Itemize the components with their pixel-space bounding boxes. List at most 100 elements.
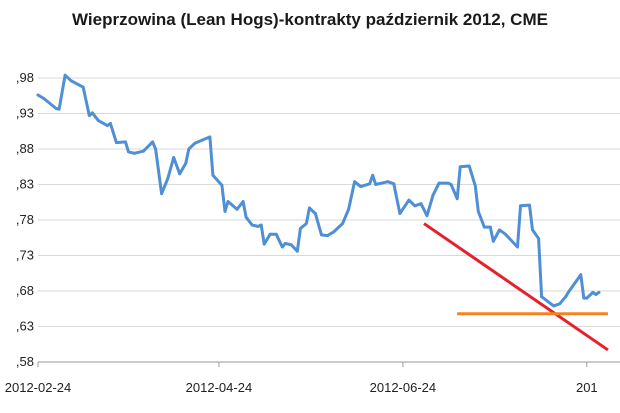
- data-point: [567, 290, 571, 294]
- data-point: [413, 204, 417, 208]
- data-point: [90, 111, 94, 115]
- data-point: [166, 177, 170, 181]
- data-point: [268, 232, 272, 236]
- data-point: [262, 242, 266, 246]
- data-point: [504, 232, 507, 236]
- data-point: [374, 183, 378, 186]
- data-point: [36, 93, 40, 97]
- data-point: [295, 249, 299, 253]
- data-point: [187, 147, 191, 151]
- data-point: [458, 165, 462, 169]
- y-tick-label: ,68: [16, 283, 34, 298]
- data-point: [585, 296, 589, 300]
- data-point: [359, 185, 363, 189]
- data-point: [491, 239, 495, 243]
- y-tick-label: ,88: [16, 141, 34, 156]
- data-point: [419, 202, 423, 206]
- data-point: [280, 245, 284, 249]
- data-point: [597, 291, 601, 294]
- data-point: [256, 225, 260, 228]
- data-point: [398, 212, 402, 216]
- data-point: [109, 122, 112, 125]
- y-tick-label: ,83: [16, 177, 34, 192]
- data-point: [594, 293, 598, 296]
- data-point: [552, 304, 556, 308]
- data-point: [488, 225, 492, 229]
- data-point: [431, 193, 435, 197]
- data-point: [368, 182, 372, 186]
- data-point: [223, 210, 227, 213]
- data-point: [467, 164, 471, 168]
- data-point: [241, 200, 245, 203]
- y-tick-label: ,98: [16, 70, 34, 85]
- data-point: [115, 141, 118, 145]
- data-point: [305, 222, 308, 225]
- data-point: [591, 291, 595, 294]
- data-point: [184, 161, 188, 165]
- data-point: [425, 214, 429, 218]
- data-point: [289, 243, 293, 247]
- data-point: [57, 107, 61, 111]
- data-point: [386, 180, 390, 184]
- annotation-layer: [423, 222, 609, 352]
- data-point: [446, 181, 450, 185]
- data-point: [314, 212, 317, 216]
- data-point: [96, 119, 100, 122]
- data-point: [558, 302, 562, 306]
- data-point: [371, 173, 375, 177]
- series-layer: [36, 73, 601, 308]
- data-point: [308, 206, 311, 210]
- data-point: [160, 192, 164, 196]
- x-tick-label: 201: [576, 380, 598, 395]
- y-tick-label: ,63: [16, 319, 34, 334]
- data-point: [151, 140, 155, 144]
- data-point: [531, 228, 534, 232]
- data-point: [63, 73, 67, 77]
- data-point: [235, 207, 239, 211]
- data-point: [341, 222, 344, 225]
- series-line: [36, 73, 601, 308]
- data-point: [320, 233, 323, 237]
- data-point: [42, 97, 46, 100]
- data-point: [326, 234, 329, 238]
- chart-title: Wieprzowina (Lean Hogs)-kontrakty paździ…: [72, 10, 548, 29]
- data-point: [283, 242, 287, 245]
- data-point: [124, 140, 127, 144]
- data-point: [142, 149, 145, 153]
- y-tick-label: ,78: [16, 212, 34, 227]
- data-point: [392, 182, 396, 186]
- data-point: [172, 156, 176, 159]
- data-point: [482, 225, 486, 229]
- data-point: [519, 204, 522, 208]
- data-point: [473, 184, 477, 188]
- data-point: [476, 210, 480, 213]
- data-point: [407, 198, 411, 202]
- data-point: [274, 232, 278, 236]
- data-point: [208, 135, 212, 139]
- data-point: [259, 223, 263, 227]
- data-point: [449, 183, 453, 186]
- x-tick-label: 2012-06-24: [370, 380, 437, 395]
- data-point: [582, 296, 586, 300]
- x-axis: 2012-02-24 2012-04-24 2012-06-24 201: [5, 362, 598, 395]
- data-point: [178, 172, 182, 176]
- data-point: [193, 141, 197, 145]
- data-point: [353, 180, 356, 184]
- data-point: [106, 124, 109, 127]
- data-point: [498, 228, 501, 232]
- data-point: [437, 181, 441, 185]
- data-point: [226, 200, 230, 203]
- data-point: [154, 147, 158, 151]
- data-point: [528, 203, 531, 207]
- x-tick-label: 2012-04-24: [186, 380, 253, 395]
- data-point: [87, 114, 91, 117]
- y-tick-label: ,58: [16, 354, 34, 369]
- data-point: [133, 151, 136, 155]
- data-point: [332, 230, 335, 234]
- data-point: [299, 227, 302, 230]
- y-tick-label: ,73: [16, 248, 34, 263]
- data-point: [127, 150, 130, 154]
- data-point: [579, 273, 583, 277]
- data-point: [81, 85, 85, 89]
